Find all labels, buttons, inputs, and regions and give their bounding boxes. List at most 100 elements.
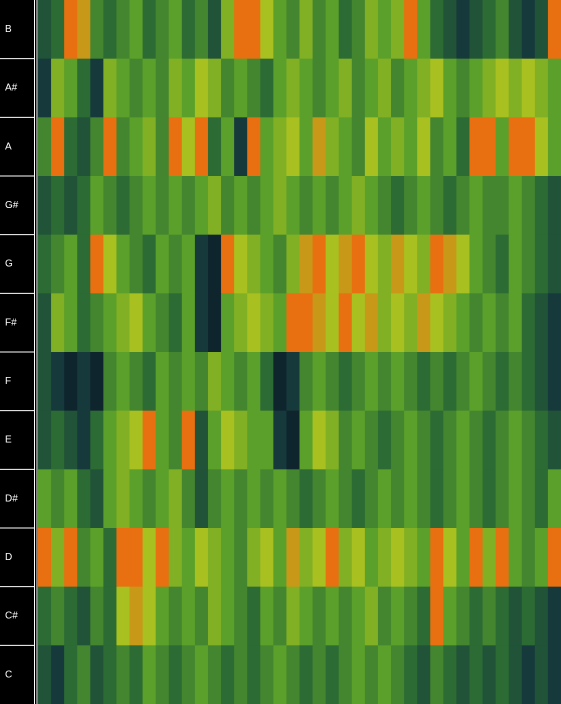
heat-cell <box>51 234 65 294</box>
heat-cell <box>207 117 222 177</box>
heat-cell <box>495 352 510 412</box>
heat-cell <box>286 586 301 646</box>
heat-cell <box>168 645 183 704</box>
heat-cell <box>534 352 549 412</box>
heat-cell <box>377 234 392 294</box>
heat-cell <box>234 469 248 529</box>
heat-cell <box>247 410 261 470</box>
heat-cell <box>325 352 340 412</box>
heat-cell <box>247 352 261 412</box>
heat-cell <box>129 117 144 177</box>
heat-cell <box>495 469 510 529</box>
heat-cell <box>77 117 91 177</box>
heat-cell <box>260 58 274 118</box>
heat-cell <box>194 293 209 353</box>
heat-cell <box>38 645 52 704</box>
heat-cell <box>456 645 471 704</box>
heat-cell <box>456 234 471 294</box>
heat-cell <box>51 117 65 177</box>
heat-cell <box>299 0 314 60</box>
heat-cell <box>521 645 536 704</box>
heat-cell <box>221 645 235 704</box>
heat-cell <box>351 469 366 529</box>
heat-cell <box>129 352 144 412</box>
heat-cell <box>377 352 392 412</box>
heat-cell <box>142 352 157 412</box>
heat-cell <box>325 0 340 60</box>
heat-cell <box>181 410 196 470</box>
heat-cell <box>260 117 274 177</box>
heat-cell <box>364 58 379 118</box>
heat-cell <box>90 117 104 177</box>
heat-cell <box>391 469 405 529</box>
heat-cell <box>495 58 510 118</box>
heat-cell <box>404 58 418 118</box>
heat-cell <box>338 586 353 646</box>
heat-cell <box>221 293 235 353</box>
heat-cell <box>391 645 405 704</box>
heat-cell <box>482 528 497 588</box>
heat-cell <box>116 586 131 646</box>
heat-cell <box>103 352 118 412</box>
heat-cell <box>404 410 418 470</box>
heat-cell <box>495 293 510 353</box>
row-label: E <box>5 435 12 446</box>
heat-cell <box>77 0 91 60</box>
heat-cell <box>312 528 327 588</box>
heat-cell <box>508 293 523 353</box>
heat-cell <box>116 528 131 588</box>
heat-cell <box>194 176 209 236</box>
heat-cell <box>430 469 444 529</box>
heat-cell <box>377 469 392 529</box>
heat-cell <box>221 0 235 60</box>
heat-cell <box>103 234 118 294</box>
heat-cell <box>312 469 327 529</box>
heat-cell <box>417 58 431 118</box>
heat-cell <box>181 586 196 646</box>
heat-cell <box>495 645 510 704</box>
heat-cell <box>51 293 65 353</box>
heat-cell <box>469 410 484 470</box>
heat-cell <box>51 0 65 60</box>
heat-cell <box>142 469 157 529</box>
heat-cell <box>142 410 157 470</box>
heat-cell <box>181 117 196 177</box>
heat-cell <box>155 528 170 588</box>
heat-cell <box>247 645 261 704</box>
heat-cell <box>194 586 209 646</box>
heat-cell <box>521 586 536 646</box>
heat-cell <box>534 410 549 470</box>
heat-cell <box>364 410 379 470</box>
heat-cell <box>312 586 327 646</box>
heat-cell <box>260 0 274 60</box>
heat-cell <box>286 176 301 236</box>
heat-cell <box>247 528 261 588</box>
heat-cell <box>221 117 235 177</box>
heat-cell <box>404 117 418 177</box>
heat-cell <box>456 0 471 60</box>
heat-cell <box>417 117 431 177</box>
heat-cell <box>430 293 444 353</box>
heat-cell <box>547 58 561 118</box>
heat-cell <box>456 58 471 118</box>
heat-cell <box>103 645 118 704</box>
heat-cell <box>417 293 431 353</box>
heat-cell <box>391 234 405 294</box>
heat-cell <box>234 0 248 60</box>
heat-cell <box>103 0 118 60</box>
heat-cell <box>168 117 183 177</box>
heat-cell <box>116 469 131 529</box>
heat-cell <box>391 293 405 353</box>
heat-cell <box>103 176 118 236</box>
heat-cell <box>338 469 353 529</box>
heat-cell <box>312 645 327 704</box>
heat-cell <box>77 293 91 353</box>
heat-cell <box>181 176 196 236</box>
heat-cell <box>456 117 471 177</box>
heat-cell <box>325 176 340 236</box>
heat-cell <box>547 645 561 704</box>
heat-cell <box>38 469 52 529</box>
heat-cell <box>364 117 379 177</box>
heat-cell <box>273 293 288 353</box>
heat-cell <box>181 0 196 60</box>
